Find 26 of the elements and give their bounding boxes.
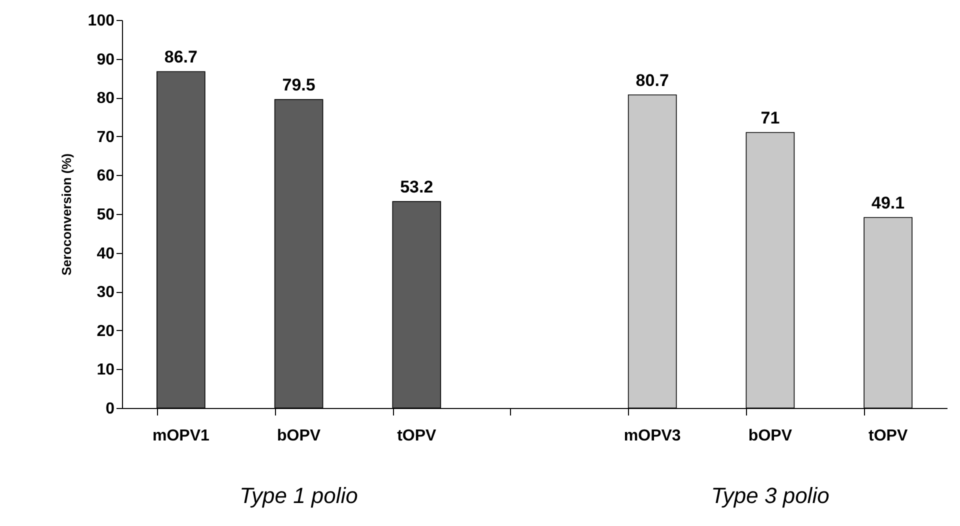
x-tick-label: tOPV [868, 428, 908, 444]
data-label: 71 [760, 108, 780, 128]
data-label: 49.1 [872, 193, 905, 212]
data-label: 80.7 [636, 70, 669, 90]
text: Type 1 polio [240, 483, 358, 508]
text: Type 3 polio [711, 483, 830, 508]
data-label: 53.2 [400, 178, 434, 197]
y-tick-label: 50 [96, 206, 115, 224]
x-tick-label: mOPV3 [624, 428, 681, 444]
y-tick-label: 40 [96, 245, 115, 262]
y-tick-label: 20 [96, 322, 115, 340]
y-tick-label: 10 [96, 362, 115, 379]
data-label: 79.5 [282, 76, 316, 95]
x-tick-label: mOPV1 [152, 428, 210, 444]
y-tick-label: 30 [96, 284, 115, 302]
y-tick-label: 0 [106, 400, 115, 418]
y-axis-title: Seroconversion (%) [58, 153, 74, 276]
x-tick-label: bOPV [748, 428, 792, 444]
data-label: 86.7 [164, 48, 198, 67]
x-tick-label: tOPV [397, 428, 437, 444]
y-tick-label: 60 [96, 168, 115, 185]
y-tick-label: 90 [96, 51, 115, 68]
y-tick-label: 70 [96, 128, 115, 146]
x-tick-label: bOPV [277, 428, 321, 444]
y-tick-label: 80 [96, 90, 115, 108]
y-tick-label: 100 [88, 12, 115, 30]
